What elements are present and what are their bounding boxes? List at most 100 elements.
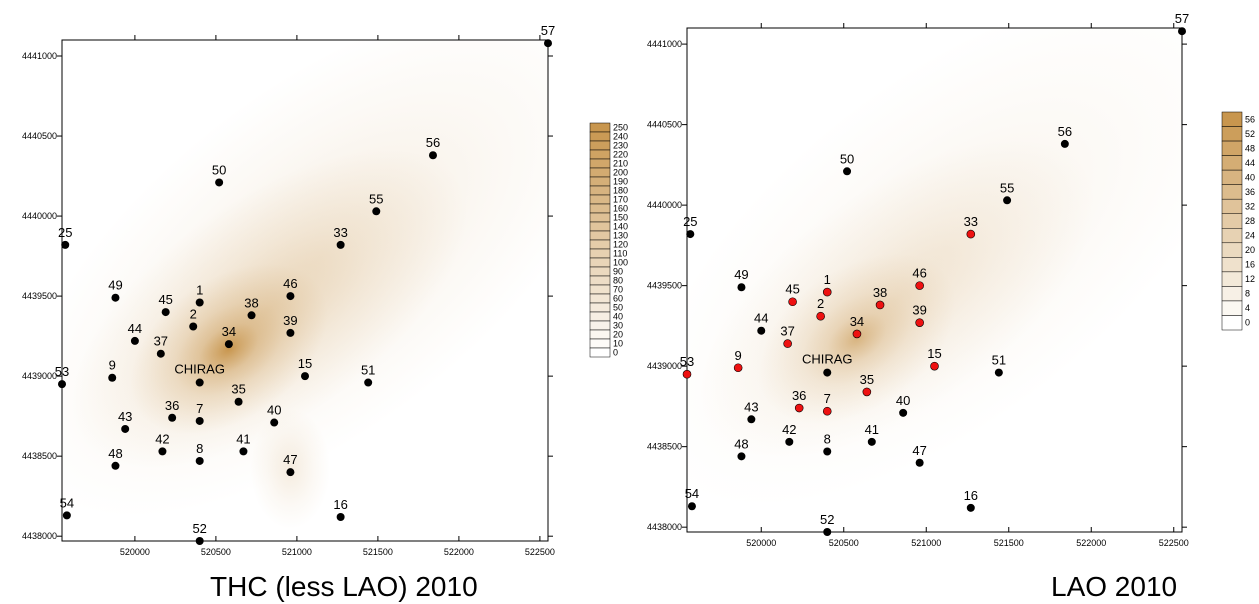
map-caption-lao: LAO 2010 xyxy=(1051,571,1177,602)
station-8: 8 xyxy=(195,441,204,465)
station-marker xyxy=(757,326,766,335)
station-marker xyxy=(247,311,256,320)
map-thc-less-lao: 520000 520500 521000 521500 522000 5225004441… xyxy=(22,23,628,557)
legend-swatch xyxy=(589,293,611,304)
station-marker xyxy=(1178,27,1186,36)
legend-label: 130 xyxy=(613,231,628,241)
station-label: 37 xyxy=(154,334,168,349)
station-label: 41 xyxy=(865,422,879,437)
legend-label: 150 xyxy=(613,213,628,223)
station-label: 1 xyxy=(196,283,203,298)
station-40: 40 xyxy=(896,393,910,417)
station-label: 35 xyxy=(231,382,245,397)
legend-swatch xyxy=(589,275,611,286)
station-7: 7 xyxy=(822,391,832,416)
station-marker xyxy=(301,372,309,381)
station-label: 37 xyxy=(780,324,794,339)
legend-swatch xyxy=(589,140,611,151)
legend-label: 210 xyxy=(613,159,628,169)
station-label: 38 xyxy=(873,285,887,300)
station-marker xyxy=(915,318,924,327)
legend-label: 110 xyxy=(613,249,627,259)
station-39: 39 xyxy=(283,313,298,337)
station-chirag: CHIRAG xyxy=(174,362,225,387)
station-marker xyxy=(428,151,437,160)
station-35: 35 xyxy=(231,382,246,406)
legend-swatch xyxy=(1221,111,1243,127)
station-marker xyxy=(852,329,862,339)
station-label: 49 xyxy=(734,267,748,282)
legend-label: 180 xyxy=(613,186,628,196)
legend-swatch xyxy=(589,212,611,223)
legend-swatch xyxy=(589,311,611,322)
station-marker xyxy=(108,373,117,382)
station-25: 25 xyxy=(58,225,72,249)
station-15: 15 xyxy=(927,346,942,371)
station-51: 51 xyxy=(361,363,375,387)
legend-swatch xyxy=(589,329,611,340)
legend-swatch xyxy=(589,221,611,232)
station-label: 53 xyxy=(55,364,69,379)
concentration-plume xyxy=(62,40,548,529)
legend-label: 12 xyxy=(1245,274,1255,284)
station-marker xyxy=(822,406,832,416)
y-tick-label: 4440000 xyxy=(22,211,57,221)
station-marker xyxy=(875,300,885,310)
station-53: 53 xyxy=(55,364,69,389)
station-label: 35 xyxy=(860,372,874,387)
legend-swatch xyxy=(589,176,611,187)
station-46: 46 xyxy=(912,266,927,290)
legend-swatch xyxy=(1221,198,1243,214)
legend-label: 20 xyxy=(1245,245,1255,255)
station-16: 16 xyxy=(333,497,348,521)
station-52: 52 xyxy=(820,512,834,536)
y-tick-label: 4438000 xyxy=(22,531,57,541)
station-label: 55 xyxy=(1000,180,1014,195)
station-marker xyxy=(733,363,743,373)
legend-swatch xyxy=(589,284,611,295)
station-56: 56 xyxy=(1058,124,1072,148)
station-label: 1 xyxy=(824,272,831,287)
station-label: 50 xyxy=(840,151,854,166)
legend-label: 240 xyxy=(613,132,628,142)
station-label: CHIRAG xyxy=(174,362,225,377)
station-label: 36 xyxy=(165,398,179,413)
legend-label: 100 xyxy=(613,258,628,268)
legend-swatch xyxy=(589,122,611,133)
legend-swatch xyxy=(589,230,611,241)
station-marker xyxy=(372,207,381,216)
legend-label: 48 xyxy=(1245,143,1255,153)
station-marker xyxy=(195,456,204,465)
station-16: 16 xyxy=(964,488,978,512)
station-43: 43 xyxy=(118,409,132,433)
station-41: 41 xyxy=(236,431,251,456)
station-marker xyxy=(783,339,792,348)
station-marker xyxy=(286,292,295,301)
station-15: 15 xyxy=(298,356,312,381)
station-40: 40 xyxy=(267,403,281,427)
station-label: 46 xyxy=(912,266,926,281)
legend-label: 50 xyxy=(613,303,623,313)
y-tick-label: 4439000 xyxy=(647,361,682,371)
legend-swatch xyxy=(589,167,611,178)
station-label: 39 xyxy=(283,313,297,328)
station-label: 52 xyxy=(820,512,834,527)
legend-swatch xyxy=(1221,140,1243,156)
x-tick-label: 520500 xyxy=(201,547,231,557)
station-marker xyxy=(994,368,1003,377)
station-55: 55 xyxy=(1000,180,1014,205)
legend-label: 8 xyxy=(1245,289,1250,299)
legend-swatch xyxy=(1221,271,1243,287)
legend-label: 60 xyxy=(613,294,623,304)
station-37: 37 xyxy=(154,334,168,358)
legend-swatch xyxy=(589,248,611,259)
station-marker xyxy=(111,461,120,470)
station-54: 54 xyxy=(60,495,74,520)
station-label: 43 xyxy=(118,409,132,424)
station-label: 33 xyxy=(333,225,347,240)
station-44: 44 xyxy=(128,321,142,345)
legend-swatch xyxy=(589,338,611,349)
station-45: 45 xyxy=(158,292,173,317)
station-marker xyxy=(816,311,825,321)
